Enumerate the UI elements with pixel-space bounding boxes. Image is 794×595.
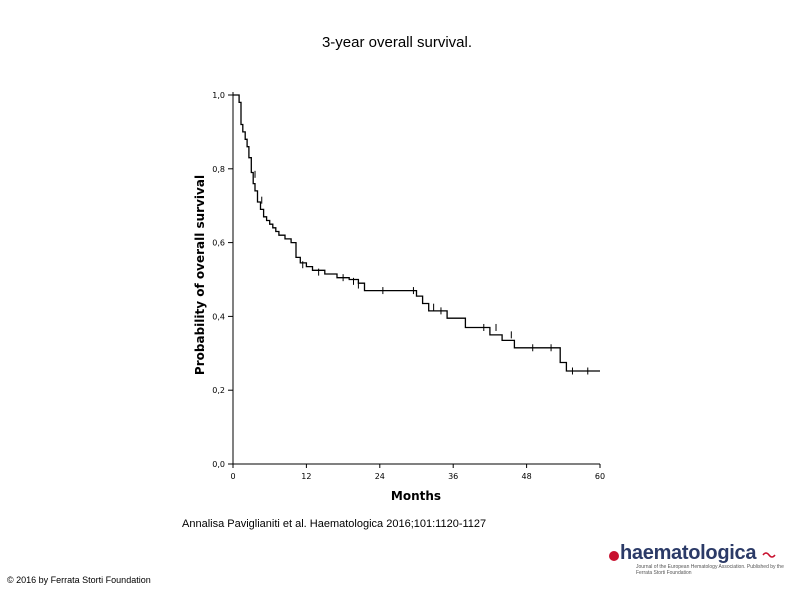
chart-series — [233, 94, 600, 372]
eha-logo-icon — [762, 552, 776, 558]
logo-subtitle: Journal of the European Hematology Assoc… — [636, 564, 784, 576]
x-tick-label: 24 — [375, 472, 385, 481]
journal-logo: haematologica Journal of the European He… — [606, 542, 786, 576]
chart-axes — [232, 92, 600, 465]
chart-ticks — [228, 94, 601, 468]
chart-tick-labels: 0 12 24 36 48 60 0,0 0,2 0,4 0,6 0,8 1,0 — [212, 91, 605, 481]
survival-curve — [233, 94, 600, 372]
chart-censor-marks — [254, 170, 589, 375]
copyright: © 2016 by Ferrata Storti Foundation — [7, 575, 151, 585]
y-tick-label: 0,4 — [212, 312, 225, 321]
y-tick-label: 1,0 — [212, 91, 225, 100]
y-tick-label: 0,6 — [212, 239, 225, 248]
x-axis-title: Months — [391, 489, 441, 503]
x-tick-label: 0 — [230, 472, 235, 481]
x-tick-label: 36 — [448, 472, 458, 481]
x-tick-label: 60 — [595, 472, 605, 481]
y-tick-label: 0,2 — [212, 386, 225, 395]
y-axis-title: Probability of overall survival — [193, 175, 207, 375]
x-tick-label: 12 — [301, 472, 311, 481]
logo-mark-icon — [609, 551, 619, 561]
y-tick-label: 0,0 — [212, 460, 225, 469]
logo-wordmark: haematologica — [620, 542, 757, 564]
slide-title: 3-year overall survival. — [321, 34, 473, 51]
citation: Annalisa Paviglianiti et al. Haematologi… — [182, 518, 487, 530]
y-tick-label: 0,8 — [212, 165, 225, 174]
x-tick-label: 48 — [522, 472, 532, 481]
